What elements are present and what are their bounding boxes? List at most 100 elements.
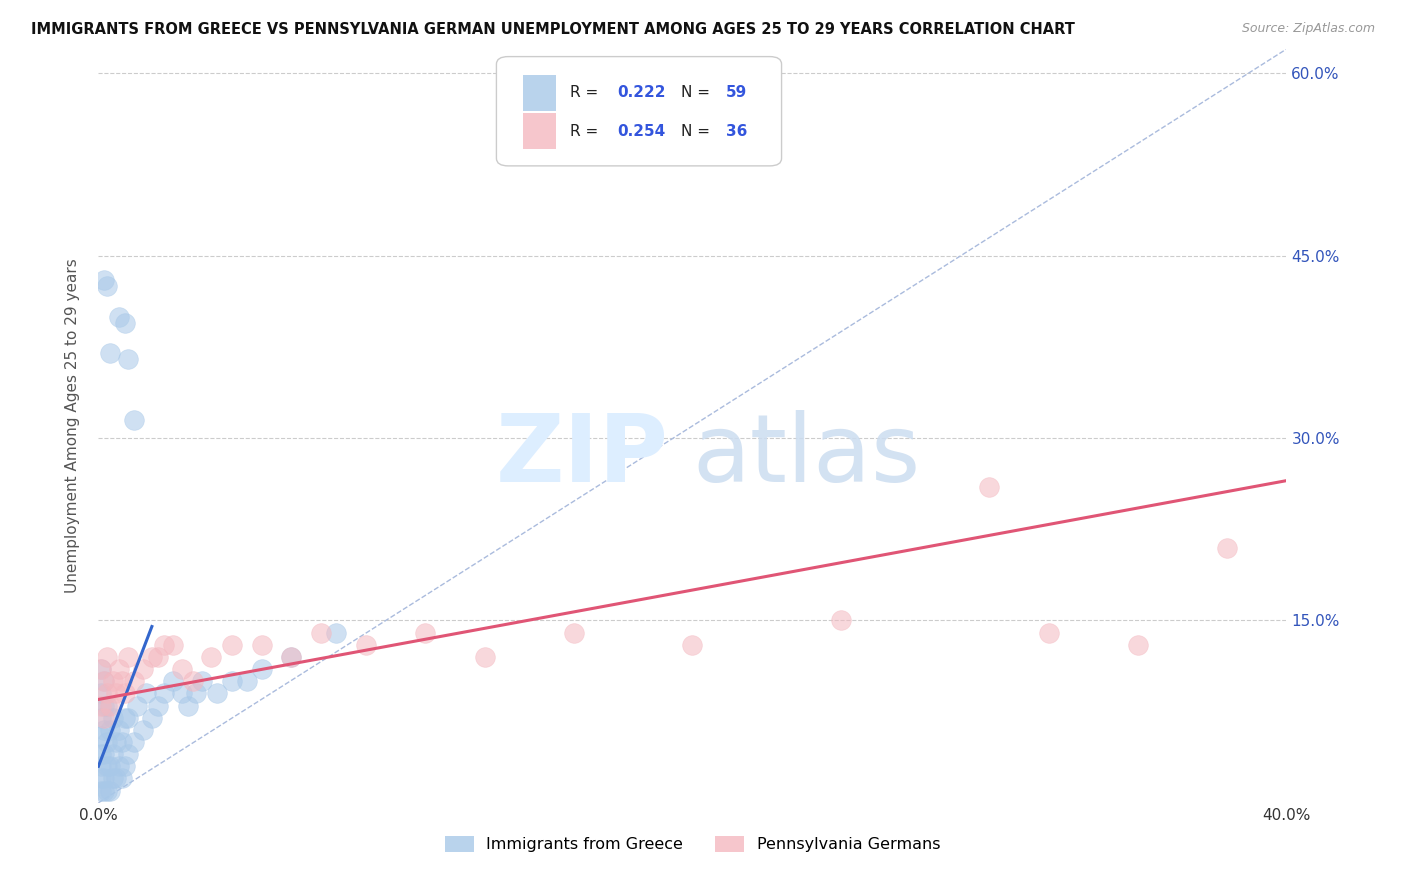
Point xyxy=(1038,625,1060,640)
Point xyxy=(309,625,332,640)
Point xyxy=(98,698,121,713)
Text: 59: 59 xyxy=(725,86,747,100)
Point xyxy=(96,649,118,664)
Point xyxy=(1126,638,1149,652)
Y-axis label: Unemployment Among Ages 25 to 29 years: Unemployment Among Ages 25 to 29 years xyxy=(65,259,80,593)
Point xyxy=(93,698,115,713)
Point xyxy=(117,352,139,367)
Point xyxy=(93,674,115,689)
Point xyxy=(96,686,118,700)
Point xyxy=(90,729,112,743)
Text: N =: N = xyxy=(681,86,714,100)
Point xyxy=(146,698,169,713)
Text: R =: R = xyxy=(569,124,603,139)
Text: IMMIGRANTS FROM GREECE VS PENNSYLVANIA GERMAN UNEMPLOYMENT AMONG AGES 25 TO 29 Y: IMMIGRANTS FROM GREECE VS PENNSYLVANIA G… xyxy=(31,22,1074,37)
Point xyxy=(103,674,125,689)
Point xyxy=(117,711,139,725)
Point xyxy=(90,772,112,786)
Point xyxy=(354,638,377,652)
Point xyxy=(200,649,222,664)
Point xyxy=(1216,541,1239,555)
Point xyxy=(114,711,136,725)
Point xyxy=(108,662,131,676)
Point xyxy=(280,649,302,664)
Text: atlas: atlas xyxy=(693,410,921,502)
Point xyxy=(250,662,273,676)
Point xyxy=(830,614,852,628)
Point xyxy=(90,686,112,700)
Point xyxy=(108,310,131,324)
Point xyxy=(146,649,169,664)
Point xyxy=(90,662,112,676)
Point xyxy=(98,723,121,737)
Text: ZIP: ZIP xyxy=(496,410,669,502)
Point xyxy=(90,698,112,713)
Point xyxy=(93,273,115,287)
Point xyxy=(413,625,436,640)
Point xyxy=(236,674,259,689)
Text: N =: N = xyxy=(681,124,714,139)
Point xyxy=(96,735,118,749)
Point xyxy=(186,686,208,700)
Point xyxy=(96,759,118,773)
Point xyxy=(103,747,125,761)
Point xyxy=(90,747,112,761)
Text: Source: ZipAtlas.com: Source: ZipAtlas.com xyxy=(1241,22,1375,36)
FancyBboxPatch shape xyxy=(496,56,782,166)
Point xyxy=(105,735,128,749)
Point xyxy=(103,711,125,725)
Point xyxy=(93,772,115,786)
Point xyxy=(111,772,134,786)
Bar xyxy=(523,113,555,149)
Point xyxy=(114,686,136,700)
Text: 0.222: 0.222 xyxy=(617,86,666,100)
Point xyxy=(93,723,115,737)
Point xyxy=(96,279,118,293)
Text: 36: 36 xyxy=(725,124,747,139)
Point xyxy=(280,649,302,664)
Point xyxy=(191,674,214,689)
Point xyxy=(117,747,139,761)
Point xyxy=(170,686,193,700)
Point xyxy=(108,759,131,773)
Point xyxy=(221,638,243,652)
Point xyxy=(170,662,193,676)
Point xyxy=(117,649,139,664)
Point xyxy=(105,772,128,786)
Point xyxy=(176,698,198,713)
Point xyxy=(90,783,112,797)
Point xyxy=(122,674,145,689)
Point xyxy=(111,735,134,749)
Point xyxy=(90,759,112,773)
Point xyxy=(162,674,184,689)
Point xyxy=(98,346,121,360)
Point xyxy=(135,686,157,700)
Text: R =: R = xyxy=(569,86,603,100)
Point xyxy=(183,674,205,689)
Point xyxy=(141,649,163,664)
Point xyxy=(93,711,115,725)
Point xyxy=(108,723,131,737)
Point xyxy=(98,759,121,773)
Point xyxy=(96,698,118,713)
Point xyxy=(125,698,148,713)
Point xyxy=(90,711,112,725)
Point xyxy=(250,638,273,652)
Point xyxy=(105,686,128,700)
Point xyxy=(207,686,229,700)
Point xyxy=(98,783,121,797)
Point xyxy=(474,649,496,664)
Point xyxy=(90,662,112,676)
Point xyxy=(114,316,136,330)
Point xyxy=(93,783,115,797)
Point xyxy=(103,772,125,786)
Point xyxy=(96,783,118,797)
Point xyxy=(132,662,155,676)
Point xyxy=(152,686,174,700)
Point xyxy=(111,674,134,689)
Point xyxy=(221,674,243,689)
Point xyxy=(93,747,115,761)
Point xyxy=(93,674,115,689)
Point xyxy=(152,638,174,652)
Point xyxy=(141,711,163,725)
